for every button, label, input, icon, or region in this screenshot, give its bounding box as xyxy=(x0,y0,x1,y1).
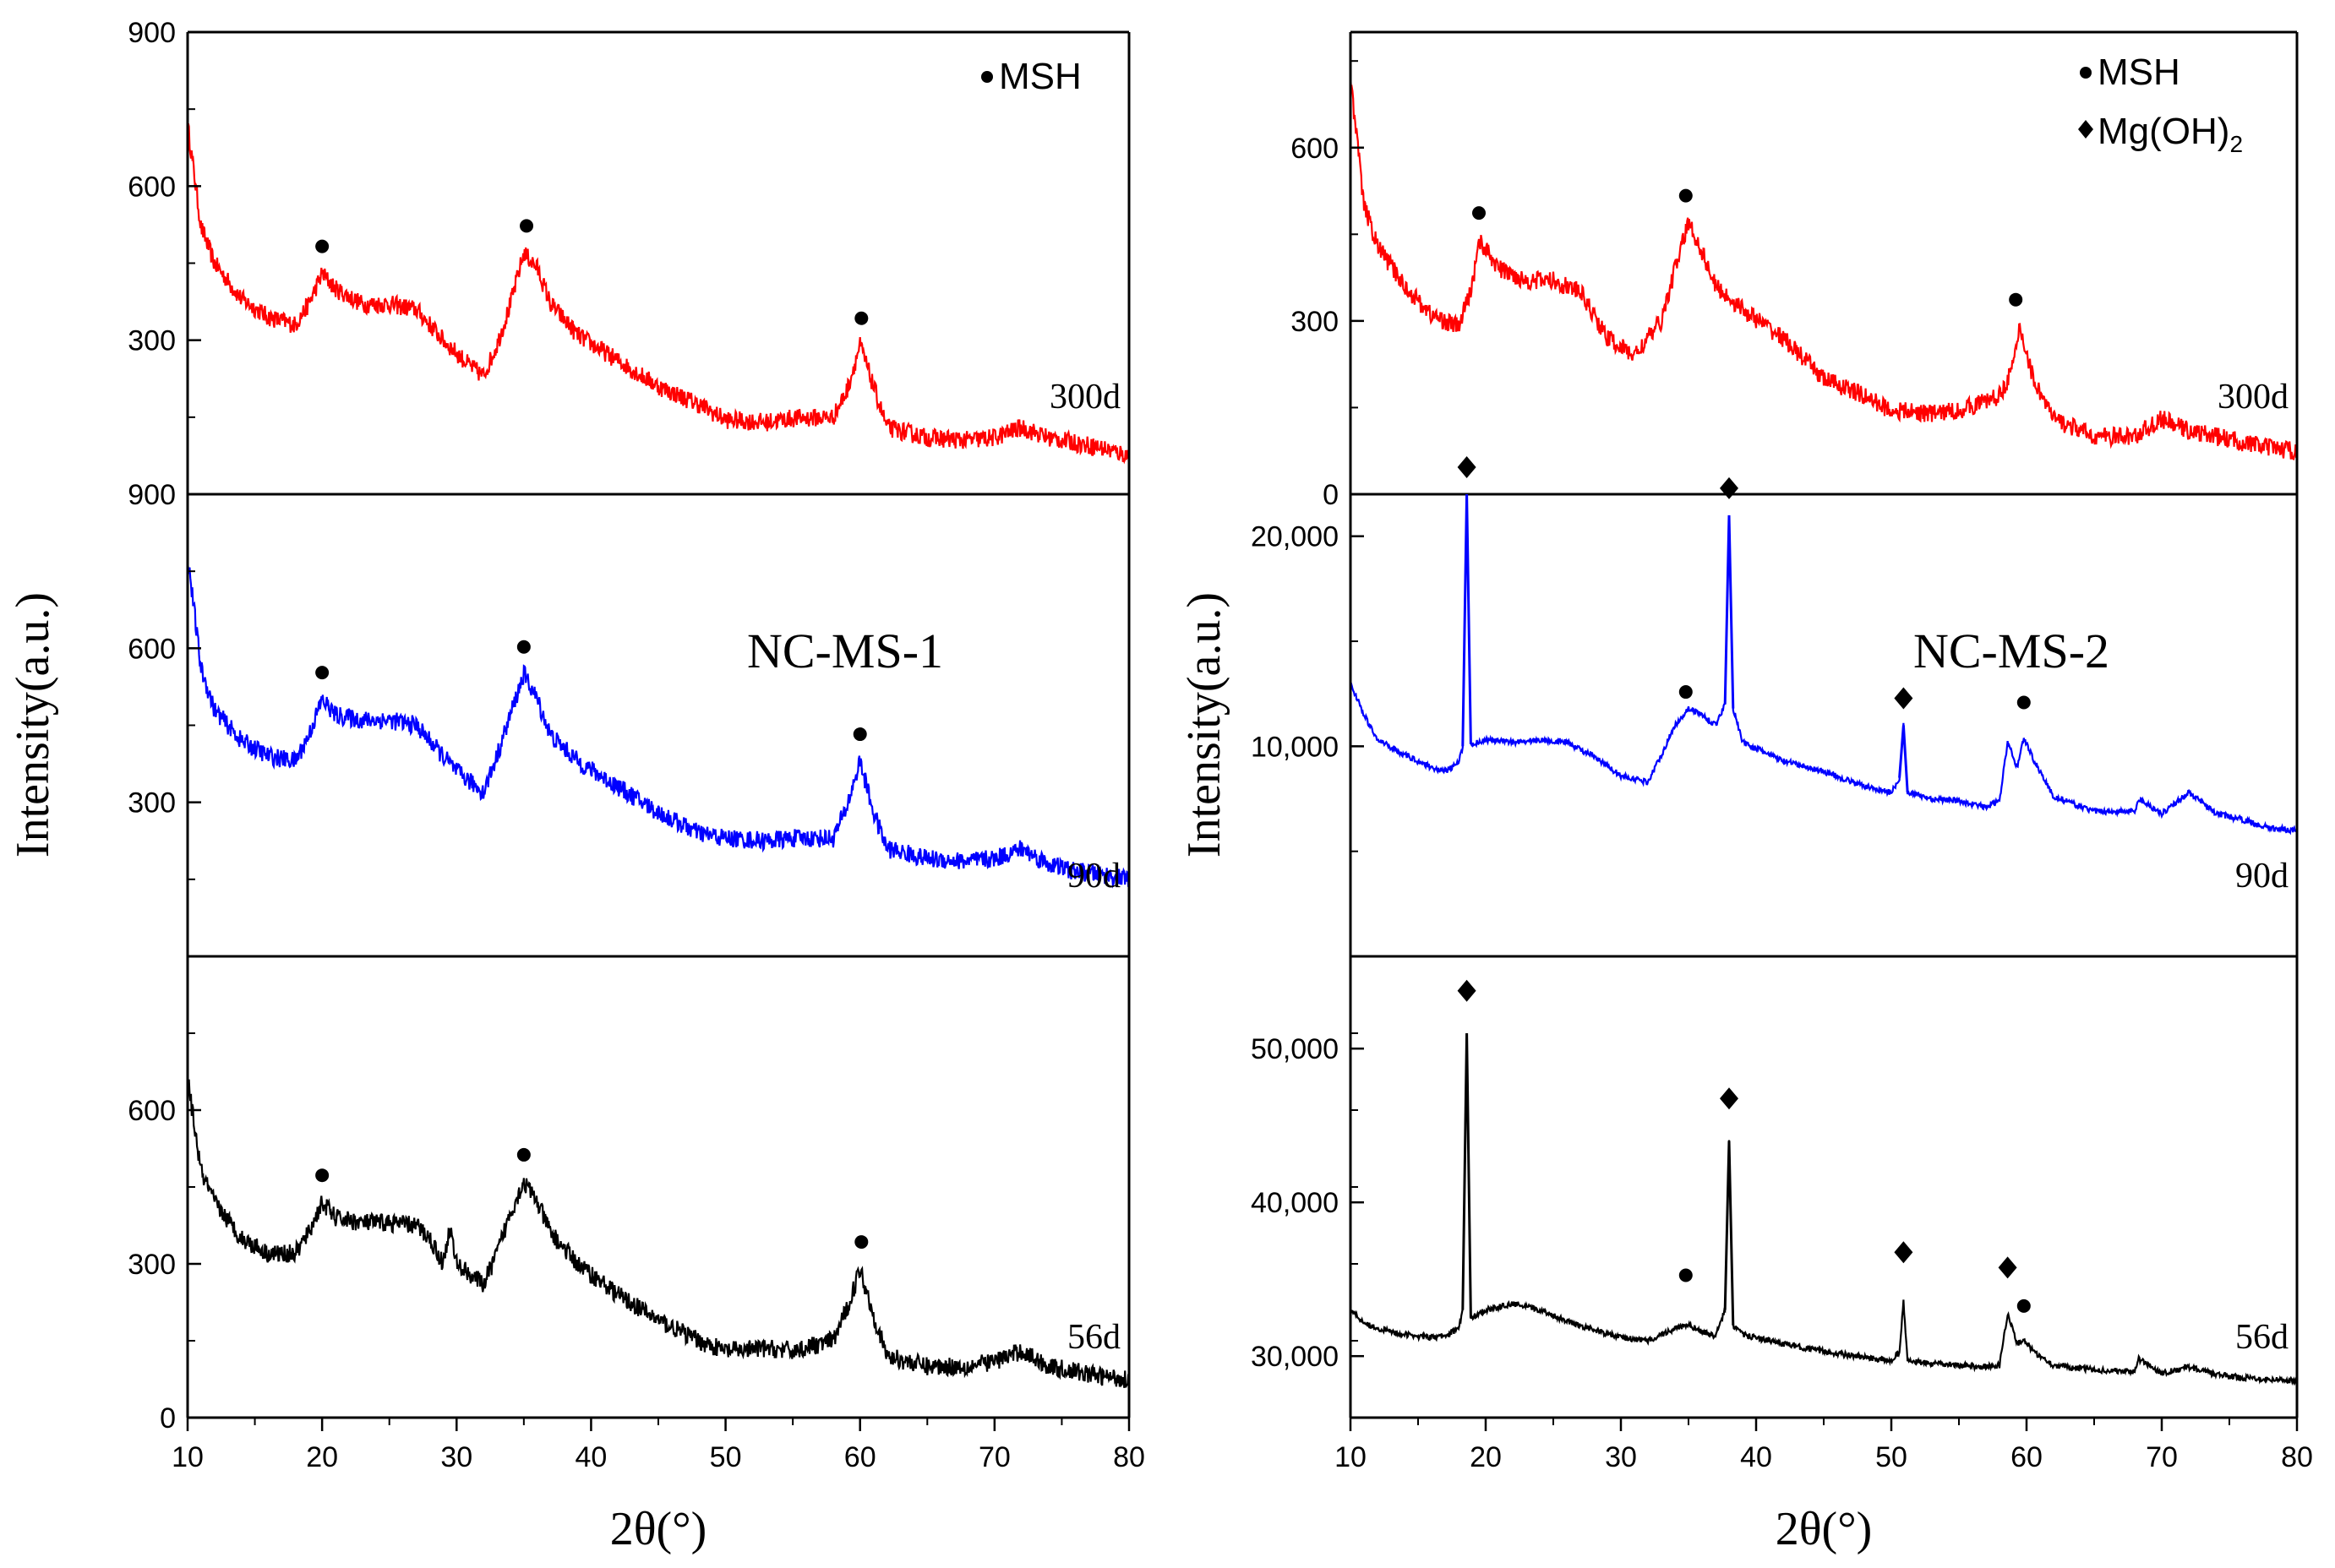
x-tick-label: 60 xyxy=(2010,1441,2043,1473)
panel-56d: 0 300 600 56d xyxy=(128,1032,1131,1435)
peak-marker-msh xyxy=(315,666,330,680)
y-tick-label: 600 xyxy=(128,633,176,665)
y-tick-label: 10,000 xyxy=(1251,731,1339,763)
y-axis-title: Intensity(a.u.) xyxy=(1178,592,1230,858)
x-tick-label: 80 xyxy=(2281,1441,2313,1473)
legend-marker-msh xyxy=(2080,67,2092,79)
peak-marker-msh xyxy=(854,311,869,325)
y-tick-label: 300 xyxy=(128,787,176,819)
y-tick-label: 0 xyxy=(1323,479,1339,511)
x-tick-label: 30 xyxy=(440,1441,472,1473)
panel-300d: 0 300 600 300d xyxy=(1290,60,2299,511)
x-axis-title: 2θ(°) xyxy=(610,1503,707,1555)
chart-NC-MS-2: 0 300 600 300d 10,000 20,000 90d 30,000 40,000 50… xyxy=(1178,30,2313,1555)
y-tick-label: 600 xyxy=(128,1095,176,1127)
peak-marker-msh xyxy=(1678,188,1693,203)
peak-marker-msh xyxy=(516,640,531,654)
y-tick-label: 600 xyxy=(1290,133,1339,165)
sharp-peak-56d-8 xyxy=(1461,1032,1472,1318)
legend-entry: MSH xyxy=(2098,52,2180,93)
sample-label: NC-MS-2 xyxy=(1913,623,2109,678)
x-tick-label: 20 xyxy=(306,1441,338,1473)
legend-marker-msh xyxy=(981,71,993,83)
y-tick-label: 50,000 xyxy=(1251,1033,1339,1065)
series-trace-56d xyxy=(186,1076,1131,1388)
peak-marker-msh xyxy=(516,1147,531,1162)
series-trace-90d xyxy=(1349,496,2298,836)
age-label-300d: 300d xyxy=(2218,378,2289,416)
peak-marker-msh xyxy=(315,239,330,253)
x-tick-label: 70 xyxy=(2146,1441,2178,1473)
y-tick-label: 300 xyxy=(128,1249,176,1281)
legend-entry: Mg(OH)2 xyxy=(2098,111,2243,157)
peak-marker-msh xyxy=(1678,685,1693,700)
y-tick-label: 30,000 xyxy=(1251,1341,1339,1373)
x-tick-label: 40 xyxy=(1740,1441,1772,1473)
age-label-56d: 56d xyxy=(2235,1318,2289,1357)
peak-marker-msh xyxy=(520,219,534,233)
peak-marker-mgoh2 xyxy=(1457,979,1476,1002)
panel-90d: 10,000 20,000 90d xyxy=(1251,456,2298,896)
y-tick-label: 0 xyxy=(160,1402,176,1435)
x-tick-label: 40 xyxy=(576,1441,608,1473)
panel-90d: 300 600 900 90d xyxy=(128,479,1131,896)
series-trace-300d xyxy=(186,122,1131,465)
peak-marker-msh xyxy=(853,727,867,742)
peak-marker-msh xyxy=(1472,206,1486,220)
panel-300d: 300 600 900 300d xyxy=(128,17,1131,465)
y-tick-label: 900 xyxy=(128,479,176,511)
x-tick-label: 50 xyxy=(710,1441,742,1473)
age-label-90d: 90d xyxy=(1067,857,1121,896)
x-tick-label: 70 xyxy=(979,1441,1011,1473)
legend-entry: MSH xyxy=(999,56,1082,97)
peak-marker-mgoh2 xyxy=(1894,687,1913,710)
x-tick-label: 80 xyxy=(1113,1441,1145,1473)
sharp-peak-90d-31 xyxy=(1898,725,1909,793)
age-label-300d: 300d xyxy=(1050,378,1121,416)
peak-marker-msh xyxy=(1678,1268,1693,1282)
peak-marker-mgoh2 xyxy=(1720,1087,1738,1110)
panel-56d: 30,000 40,000 50,000 56d xyxy=(1251,979,2299,1386)
series-trace-56d xyxy=(1349,1032,2299,1386)
x-axis-title: 2θ(°) xyxy=(1776,1503,1873,1555)
x-tick-label: 60 xyxy=(844,1441,876,1473)
series-trace-300d xyxy=(1349,75,2299,461)
age-label-90d: 90d xyxy=(2235,857,2289,896)
x-tick-label: 10 xyxy=(172,1441,204,1473)
peak-marker-msh xyxy=(2016,1298,2031,1313)
peak-marker-mgoh2 xyxy=(1998,1256,2017,1279)
x-tick-label: 20 xyxy=(1470,1441,1502,1473)
y-tick-label: 900 xyxy=(128,17,176,49)
peak-marker-msh xyxy=(2009,292,2023,307)
peak-marker-msh xyxy=(315,1168,330,1183)
peak-marker-mgoh2 xyxy=(1457,456,1476,478)
y-tick-label: 600 xyxy=(128,171,176,203)
x-tick-label: 30 xyxy=(1605,1441,1637,1473)
x-tick-label: 50 xyxy=(1875,1441,1907,1473)
sample-label: NC-MS-1 xyxy=(747,623,943,678)
y-tick-label: 20,000 xyxy=(1251,521,1339,553)
sharp-peak-90d-23 xyxy=(1723,514,1735,709)
chart-NC-MS-1: 300 600 900 300d 300 600 900 90d 0 300 600 56d 10 20 3… xyxy=(7,17,1145,1555)
y-axis-title: Intensity(a.u.) xyxy=(7,592,59,858)
peak-marker-msh xyxy=(2016,695,2031,710)
peak-marker-mgoh2 xyxy=(1894,1241,1913,1264)
sharp-peak-90d-8 xyxy=(1461,493,1472,747)
age-label-56d: 56d xyxy=(1067,1318,1121,1357)
peak-marker-mgoh2 xyxy=(1720,476,1738,499)
y-tick-label: 40,000 xyxy=(1251,1187,1339,1219)
series-trace-90d xyxy=(186,559,1131,889)
y-tick-label: 300 xyxy=(128,325,176,357)
peak-marker-msh xyxy=(854,1235,869,1250)
y-tick-label: 300 xyxy=(1290,306,1339,338)
x-tick-label: 10 xyxy=(1334,1441,1367,1473)
legend-marker-mgoh2 xyxy=(2078,120,2093,139)
sharp-peak-56d-23 xyxy=(1723,1141,1735,1326)
